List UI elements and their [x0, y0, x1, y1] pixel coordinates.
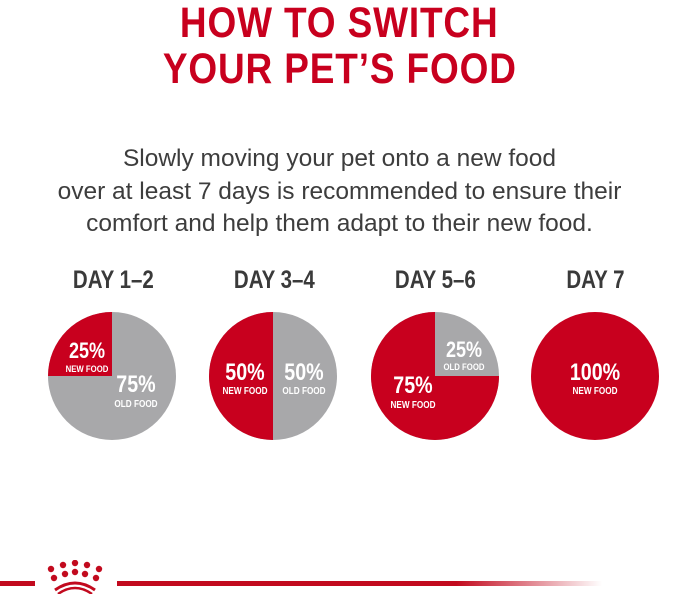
pie-slice-new-food	[209, 312, 273, 440]
pie-slice-new-food	[531, 312, 659, 440]
new-food-percent: 25%	[69, 339, 105, 363]
crown-logo-icon	[47, 560, 103, 594]
new-food-percent: 75%	[393, 371, 432, 398]
title-line-2: YOUR PET’S FOOD	[162, 45, 517, 93]
day-label: DAY 1–2	[72, 266, 154, 294]
old-food-percent: 25%	[446, 338, 482, 362]
day-label: DAY 3–4	[233, 266, 315, 294]
pie-slice-new-food	[48, 312, 112, 376]
intro-text: Slowly moving your pet onto a new food o…	[0, 143, 679, 241]
old-food-percent: 75%	[116, 370, 155, 397]
old-food-label: OLD FOOD	[114, 398, 158, 409]
intro-line: over at least 7 days is recommended to e…	[57, 177, 622, 205]
new-food-label: NEW FOOD	[222, 385, 267, 396]
new-food-label: NEW FOOD	[390, 399, 435, 410]
day-label: DAY 7	[565, 266, 625, 294]
pie-slice-new-food	[371, 312, 499, 440]
intro-line: Slowly moving your pet onto a new food	[122, 145, 557, 172]
old-food-percent: 50%	[284, 358, 323, 385]
day-label: DAY 5–6	[394, 266, 476, 294]
old-food-label: OLD FOOD	[443, 361, 484, 372]
intro-line: comfort and help them adapt to their new…	[86, 210, 593, 237]
new-food-percent: 100%	[570, 358, 620, 385]
title-line-1: HOW TO SWITCH	[180, 0, 499, 47]
footer-line-right	[117, 581, 602, 586]
new-food-label: NEW FOOD	[66, 363, 109, 374]
new-food-label: NEW FOOD	[572, 385, 617, 396]
new-food-percent: 50%	[225, 358, 264, 385]
footer-line-left	[0, 581, 35, 586]
old-food-label: OLD FOOD	[282, 385, 326, 396]
